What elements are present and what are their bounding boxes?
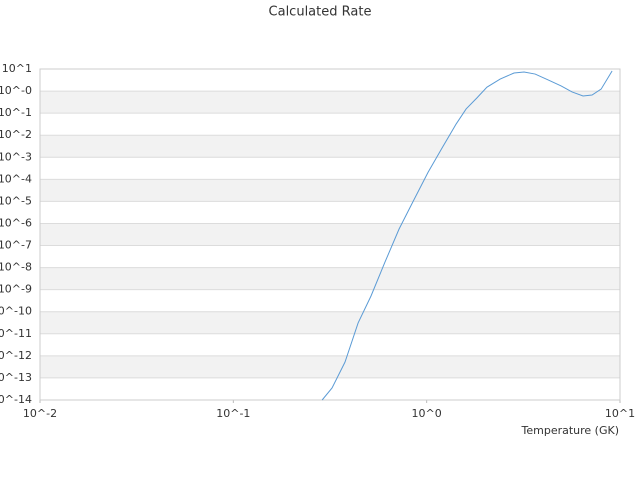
y-tick-label: 10^-13	[0, 371, 32, 384]
y-tick-label: 10^-8	[0, 261, 32, 274]
x-tick-label: 10^-2	[23, 407, 57, 420]
x-tick-label: 10^1	[605, 407, 635, 420]
grid-band	[40, 91, 620, 114]
plot-border	[39, 68, 621, 401]
chart-title: Calculated Rate	[269, 5, 372, 20]
y-tick-label: 10^-7	[0, 239, 32, 252]
y-tick-label: 10^-0	[0, 84, 32, 97]
y-tick-label: 10^-4	[0, 172, 32, 185]
y-tick-label: 10^-9	[0, 283, 32, 296]
y-tick-label: 10^-2	[0, 128, 32, 141]
x-tick-label: 10^-1	[216, 407, 250, 420]
data-line	[321, 70, 613, 401]
grid-band	[40, 135, 620, 158]
grid-band	[40, 267, 620, 290]
y-tick-label: 10^-11	[0, 327, 32, 340]
y-tick-label: 10^-6	[0, 216, 32, 229]
y-tick-label: 10^-10	[0, 305, 32, 318]
grid-band	[40, 311, 620, 334]
y-tick-label: 10^-3	[0, 150, 32, 163]
grid-band	[40, 355, 620, 378]
y-tick-label: 10^1	[2, 62, 32, 75]
y-tick-label: 10^-14	[0, 393, 32, 406]
x-axis-label: Temperature (GK)	[521, 424, 620, 437]
y-tick-label: 10^-5	[0, 194, 32, 207]
y-tick-label: 10^-1	[0, 106, 32, 119]
y-tick-label: 10^-12	[0, 349, 32, 362]
grid-band	[40, 223, 620, 246]
x-tick-label: 10^0	[412, 407, 442, 420]
grid-band	[40, 179, 620, 202]
